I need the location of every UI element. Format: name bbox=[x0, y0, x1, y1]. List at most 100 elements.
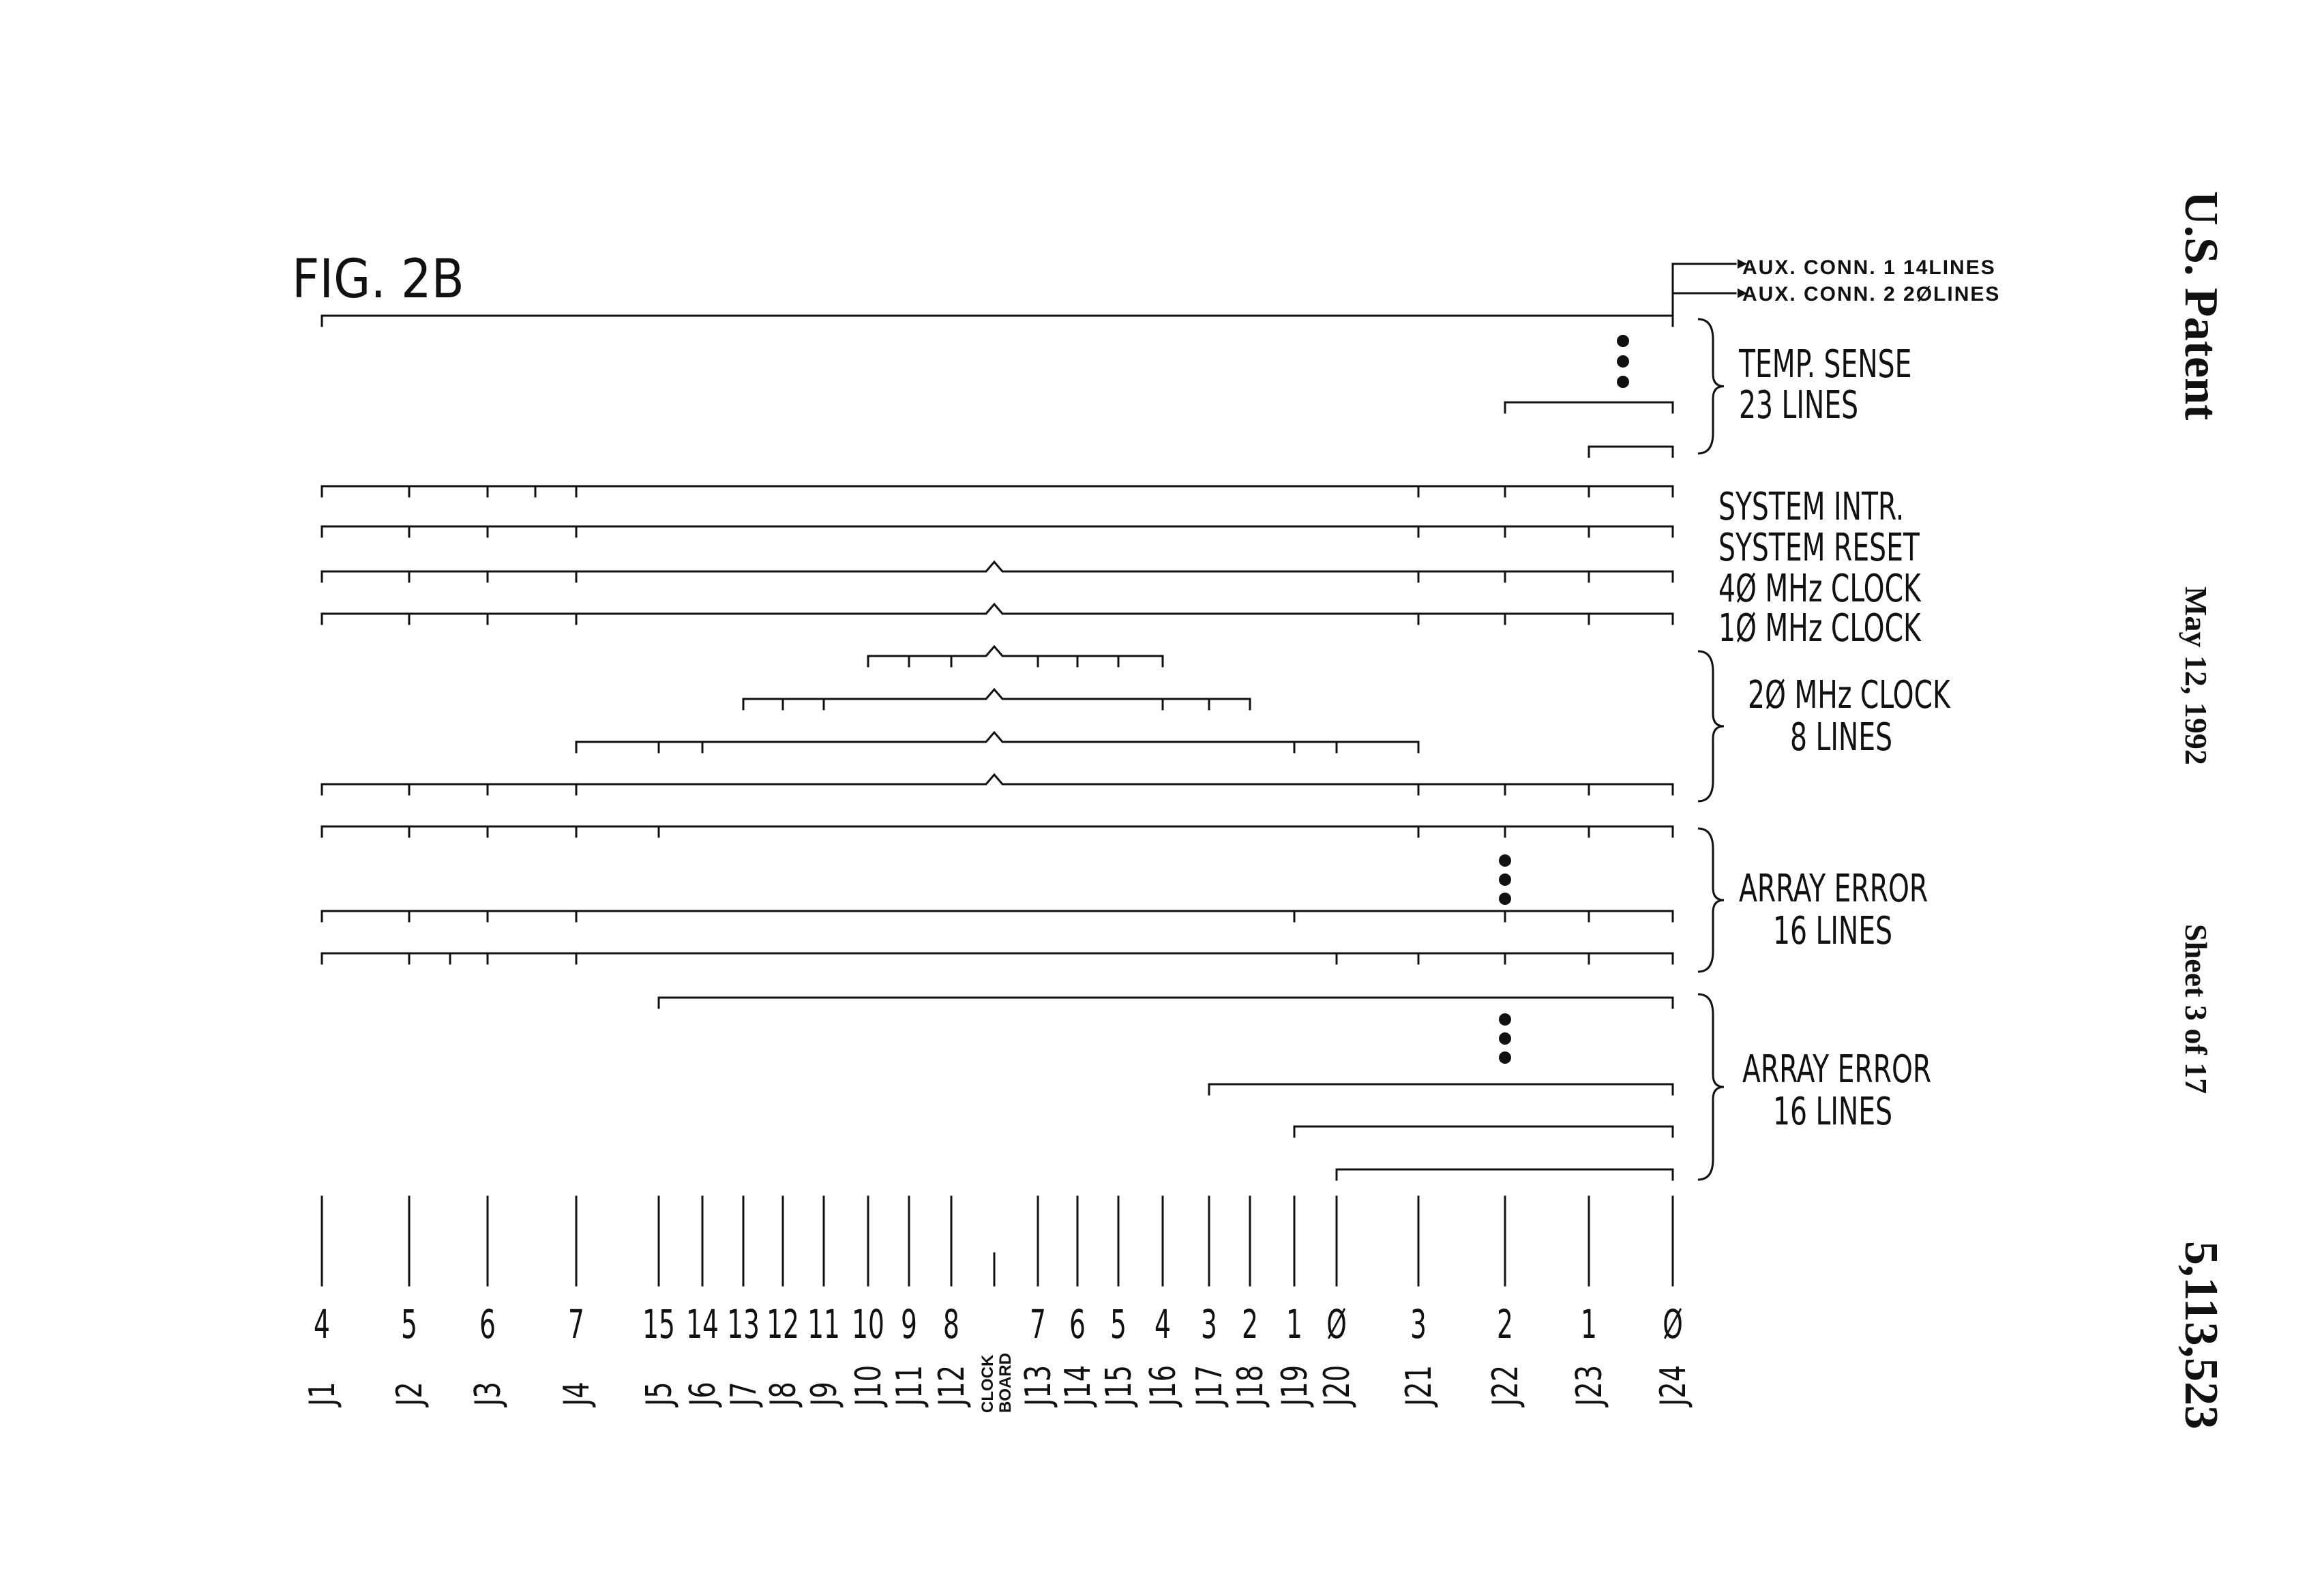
temp-sense-brace bbox=[1697, 318, 1725, 455]
slot-number: 2 bbox=[1497, 1301, 1513, 1347]
connector-name: J7 bbox=[724, 1382, 764, 1407]
bus-marks bbox=[1499, 318, 1725, 1181]
patent-date: May 12, 1992 bbox=[2179, 586, 2214, 765]
connector-name: J1 bbox=[302, 1382, 343, 1407]
temp-sense-count: 23 LINES bbox=[1739, 383, 1858, 428]
array-error-1-line-1 bbox=[321, 825, 1674, 838]
slot-number: 4 bbox=[314, 1301, 330, 1347]
clock-20mhz-brace bbox=[1697, 650, 1725, 803]
system-intr-label: SYSTEM INTR. bbox=[1718, 484, 1904, 529]
connector-name: J17 bbox=[1189, 1365, 1230, 1408]
connector-name: J24 bbox=[1653, 1365, 1694, 1408]
slot-number: 7 bbox=[568, 1301, 584, 1347]
connector-name: J15 bbox=[1099, 1365, 1139, 1408]
aux-connector-lines bbox=[1671, 259, 1747, 322]
slot-stubs bbox=[321, 1195, 1674, 1287]
clock-20mhz-line-1 bbox=[867, 644, 1164, 668]
temp-sense-line-1 bbox=[321, 314, 1674, 327]
slot-number: 10 bbox=[852, 1301, 884, 1347]
slot-number: 6 bbox=[479, 1301, 496, 1347]
connector-name: J21 bbox=[1399, 1365, 1440, 1408]
patent-sheet: Sheet 3 of 17 bbox=[2179, 924, 2214, 1094]
connector-name: J10 bbox=[848, 1365, 889, 1408]
patent-label: U.S. Patent bbox=[2175, 191, 2227, 420]
connector-name: J11 bbox=[889, 1365, 930, 1408]
connector-name: J12 bbox=[932, 1365, 972, 1408]
system-reset-line bbox=[321, 525, 1674, 538]
aux-conn-1-label: AUX. CONN. 1 14LINES bbox=[1742, 256, 1996, 279]
clock-40mhz-label: 4Ø MHz CLOCK bbox=[1718, 566, 1922, 611]
slot-number: 1 bbox=[1581, 1301, 1597, 1347]
slot-number: 5 bbox=[401, 1301, 417, 1347]
array-error-2-brace bbox=[1697, 993, 1725, 1181]
clock-10mhz-line bbox=[321, 602, 1674, 625]
connector-name: J8 bbox=[763, 1382, 804, 1407]
connector-name: J13 bbox=[1018, 1365, 1059, 1408]
clock-10mhz-label: 1Ø MHz CLOCK bbox=[1718, 606, 1922, 651]
slot-number: 11 bbox=[807, 1301, 840, 1347]
connector-name: J3 bbox=[468, 1382, 509, 1407]
slot-number: 3 bbox=[1410, 1301, 1427, 1347]
connector-name: J23 bbox=[1569, 1365, 1610, 1408]
connector-name: J18 bbox=[1230, 1365, 1271, 1408]
temp-sense-line-3 bbox=[1588, 445, 1674, 458]
clock-20mhz-line-4 bbox=[321, 773, 1674, 796]
array-error-1-line-3 bbox=[321, 952, 1674, 965]
clock-40mhz-line bbox=[321, 560, 1674, 583]
system-reset-label: SYSTEM RESET bbox=[1718, 525, 1920, 570]
connector-name: J9 bbox=[804, 1382, 845, 1407]
connector-name: J2 bbox=[389, 1382, 430, 1407]
array-error-1-label: ARRAY ERROR bbox=[1739, 866, 1928, 911]
array-error-2-line-3 bbox=[1293, 1125, 1674, 1138]
array-error-2-label: ARRAY ERROR bbox=[1742, 1047, 1931, 1092]
connector-name: J20 bbox=[1317, 1365, 1358, 1408]
connector-name: J5 bbox=[639, 1382, 680, 1407]
slot-number: 7 bbox=[1030, 1301, 1046, 1347]
temp-sense-dots bbox=[1617, 335, 1629, 388]
slot-number: 4 bbox=[1154, 1301, 1171, 1347]
array-error-2-line-1 bbox=[657, 996, 1674, 1009]
slot-number: 8 bbox=[943, 1301, 959, 1347]
temp-sense-line-2 bbox=[1504, 401, 1674, 414]
clock-20mhz-line-2 bbox=[742, 687, 1251, 711]
array-error-2-dots bbox=[1499, 1013, 1511, 1064]
connector-name: J19 bbox=[1275, 1365, 1315, 1408]
slot-number: 13 bbox=[727, 1301, 760, 1347]
array-error-1-brace bbox=[1697, 827, 1725, 973]
slot-number: Ø bbox=[1326, 1301, 1347, 1347]
system-intr-line bbox=[321, 485, 1674, 498]
slot-number: 3 bbox=[1201, 1301, 1217, 1347]
temp-sense-label: TEMP. SENSE bbox=[1738, 342, 1911, 387]
group-labels: TEMP. SENSE 23 LINES SYSTEM INTR. SYSTEM… bbox=[1718, 342, 1951, 1134]
clock-20mhz-line-3 bbox=[575, 730, 1420, 753]
slot-number: 2 bbox=[1242, 1301, 1258, 1347]
slot-labels: 4J15J26J37J415J514J613J712J811J910J109J1… bbox=[302, 1301, 1694, 1413]
array-error-1-dots bbox=[1499, 854, 1511, 905]
array-error-1-line-2 bbox=[321, 910, 1674, 923]
clock-board-label: CLOCK bbox=[979, 1354, 997, 1413]
array-error-2-line-4 bbox=[1335, 1168, 1674, 1181]
clock-20mhz-label: 2Ø MHz CLOCK bbox=[1748, 672, 1951, 717]
connector-name: J4 bbox=[556, 1382, 597, 1407]
connector-name: J14 bbox=[1058, 1365, 1099, 1408]
slot-number: 12 bbox=[766, 1301, 799, 1347]
array-error-1-count: 16 LINES bbox=[1773, 908, 1892, 953]
connector-name: J6 bbox=[683, 1382, 724, 1407]
array-error-2-count: 16 LINES bbox=[1773, 1089, 1892, 1134]
patent-header: U.S. Patent May 12, 1992 Sheet 3 of 17 5… bbox=[2175, 191, 2227, 1429]
slot-number: 5 bbox=[1110, 1301, 1127, 1347]
slot-number: 1 bbox=[1286, 1301, 1302, 1347]
slot-number: Ø bbox=[1663, 1301, 1683, 1347]
aux-conn-2-label: AUX. CONN. 2 2ØLINES bbox=[1742, 283, 2000, 305]
clock-board-label: BOARD bbox=[996, 1353, 1015, 1413]
connector-name: J22 bbox=[1485, 1365, 1526, 1408]
array-error-2-line-2 bbox=[1208, 1083, 1674, 1096]
slot-number: 6 bbox=[1069, 1301, 1086, 1347]
slot-number: 14 bbox=[686, 1301, 719, 1347]
slot-number: 9 bbox=[901, 1301, 917, 1347]
connector-name: J16 bbox=[1143, 1365, 1184, 1408]
patent-number: 5,113,523 bbox=[2175, 1241, 2227, 1429]
slot-number: 15 bbox=[642, 1301, 675, 1347]
bus-lines bbox=[321, 259, 1747, 1287]
